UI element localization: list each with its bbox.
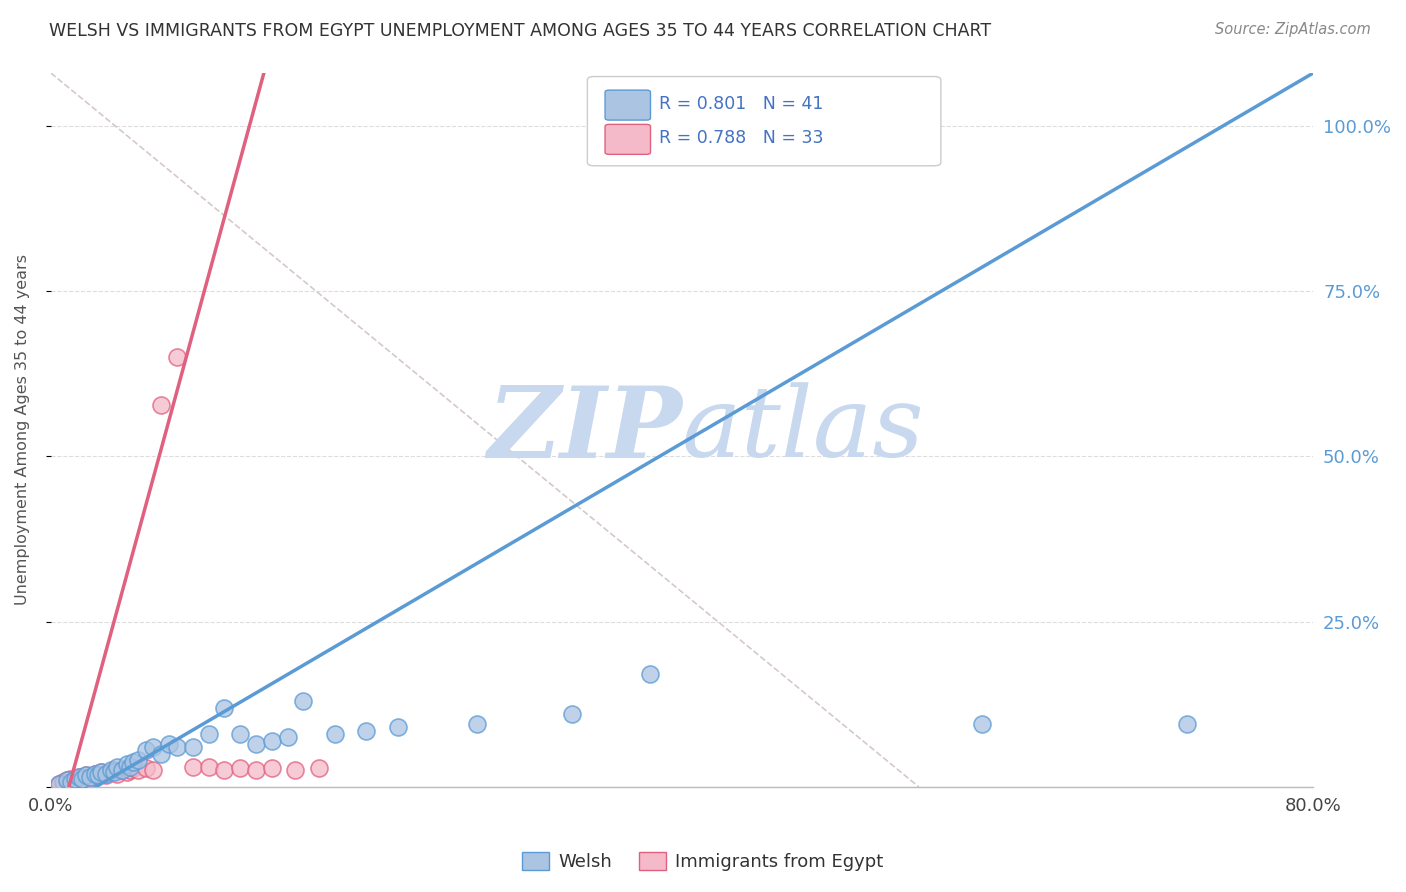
Point: [323, 727, 346, 741]
Point: [63, 772, 86, 786]
FancyBboxPatch shape: [605, 90, 651, 120]
Point: [245, 764, 267, 778]
Legend: Welsh, Immigrants from Egypt: Welsh, Immigrants from Egypt: [515, 845, 891, 879]
Point: [59, 772, 82, 786]
FancyBboxPatch shape: [588, 77, 941, 166]
Point: [122, 761, 145, 775]
Point: [284, 764, 307, 778]
Point: [84, 766, 107, 780]
Point: [52, 774, 75, 789]
Text: WELSH VS IMMIGRANTS FROM EGYPT UNEMPLOYMENT AMONG AGES 35 TO 44 YEARS CORRELATIO: WELSH VS IMMIGRANTS FROM EGYPT UNEMPLOYM…: [49, 22, 991, 40]
Point: [111, 764, 134, 778]
Point: [55, 773, 77, 788]
Point: [72, 772, 94, 786]
Point: [166, 350, 188, 364]
Point: [640, 667, 662, 681]
Point: [260, 761, 283, 775]
Point: [197, 760, 219, 774]
Point: [166, 740, 188, 755]
Point: [214, 700, 236, 714]
Point: [105, 760, 128, 774]
Text: Source: ZipAtlas.com: Source: ZipAtlas.com: [1215, 22, 1371, 37]
Point: [67, 770, 90, 784]
Point: [75, 768, 97, 782]
Point: [970, 717, 993, 731]
Point: [260, 733, 283, 747]
Point: [245, 737, 267, 751]
Point: [181, 760, 204, 774]
FancyBboxPatch shape: [605, 124, 651, 154]
Text: R = 0.801   N = 41: R = 0.801 N = 41: [659, 95, 824, 112]
Point: [79, 770, 101, 784]
Point: [277, 731, 299, 745]
Point: [118, 764, 141, 778]
Text: R = 0.788   N = 33: R = 0.788 N = 33: [659, 129, 824, 147]
Text: atlas: atlas: [682, 383, 925, 477]
Point: [561, 707, 583, 722]
Point: [229, 761, 252, 775]
Point: [94, 768, 117, 782]
Point: [122, 755, 145, 769]
Point: [229, 727, 252, 741]
Point: [55, 773, 77, 788]
Point: [94, 766, 117, 780]
Point: [465, 717, 488, 731]
Point: [150, 398, 173, 412]
Point: [197, 727, 219, 741]
Point: [90, 765, 112, 780]
Point: [214, 764, 236, 778]
Point: [115, 756, 138, 771]
Point: [142, 740, 165, 755]
Point: [308, 761, 330, 775]
Point: [115, 765, 138, 780]
Point: [292, 694, 315, 708]
Y-axis label: Unemployment Among Ages 35 to 44 years: Unemployment Among Ages 35 to 44 years: [15, 254, 30, 606]
Point: [48, 776, 70, 790]
Point: [105, 766, 128, 780]
Point: [48, 776, 70, 790]
Point: [127, 753, 149, 767]
Point: [111, 764, 134, 778]
Point: [60, 774, 83, 789]
Point: [127, 764, 149, 778]
Point: [134, 761, 156, 775]
Point: [150, 747, 173, 761]
Point: [1175, 717, 1198, 731]
Point: [356, 723, 378, 738]
Point: [181, 740, 204, 755]
Point: [67, 770, 90, 784]
Point: [84, 766, 107, 780]
Point: [100, 764, 122, 778]
Point: [100, 765, 122, 780]
Point: [87, 768, 110, 782]
Text: ZIP: ZIP: [486, 382, 682, 478]
Point: [157, 737, 180, 751]
Point: [142, 764, 165, 778]
Point: [103, 764, 125, 778]
Point: [75, 768, 97, 782]
Point: [87, 768, 110, 782]
Point: [90, 765, 112, 780]
Point: [134, 743, 156, 757]
Point: [79, 770, 101, 784]
Point: [118, 760, 141, 774]
Point: [103, 765, 125, 780]
Point: [72, 772, 94, 786]
Point: [387, 720, 409, 734]
Point: [63, 772, 86, 786]
